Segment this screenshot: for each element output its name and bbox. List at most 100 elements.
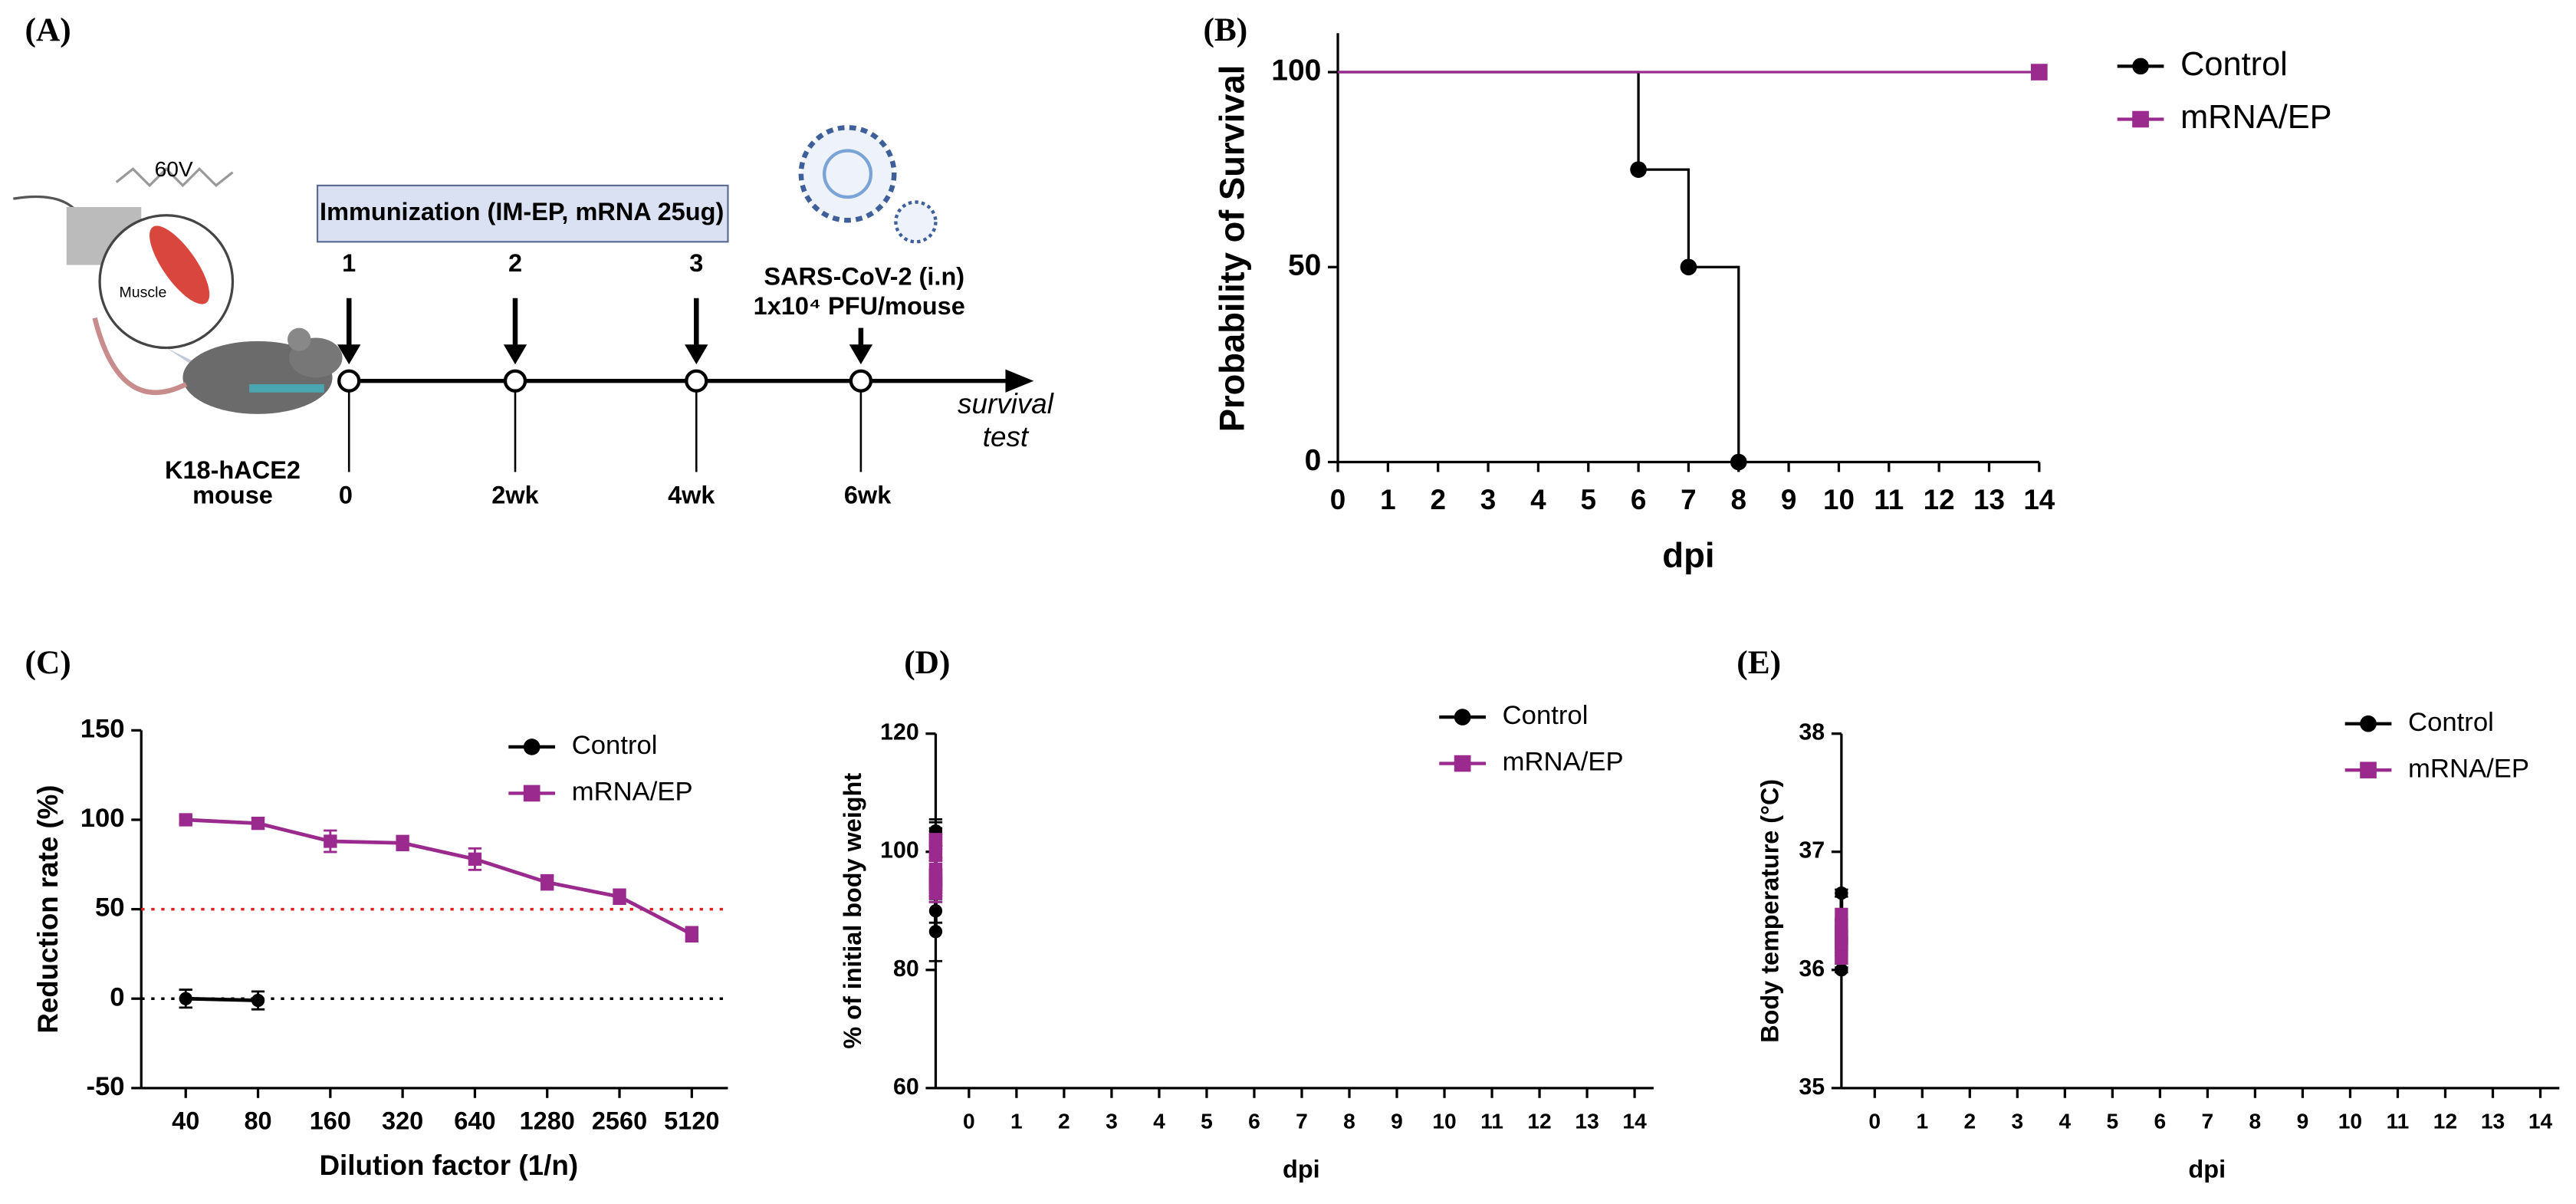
y-tick-label: 100 (1271, 54, 1321, 87)
marker (179, 992, 192, 1005)
x-tick-label: 7 (2202, 1110, 2214, 1133)
challenge-label: SARS-CoV-2 (i.n) (764, 262, 964, 290)
x-tick-label: 5120 (664, 1107, 719, 1135)
x-tick-label: 6 (2154, 1110, 2167, 1133)
x-tick-label: 640 (454, 1107, 495, 1135)
x-tick-label: 320 (382, 1107, 423, 1135)
x-tick-label: 2 (1430, 484, 1445, 515)
y-tick-label: 0 (1305, 444, 1322, 477)
legend-marker (2132, 110, 2149, 128)
x-tick-label: 5 (2107, 1110, 2119, 1133)
x-tick-label: 8 (2249, 1110, 2262, 1133)
x-tick-label: 40 (172, 1107, 199, 1135)
x-tick-label: 1 (1010, 1110, 1023, 1133)
x-tick-label: 11 (1480, 1110, 1503, 1133)
survival-line (1338, 71, 1740, 462)
timeline-arrow (1005, 369, 1034, 393)
legend-label: Control (1503, 701, 1589, 730)
marker (251, 993, 265, 1008)
marker (251, 817, 265, 831)
x-tick-label: 14 (1622, 1110, 1647, 1133)
x-tick-label: 13 (2481, 1110, 2505, 1133)
marker (324, 834, 337, 848)
x-tick-label: 10 (1823, 484, 1855, 515)
virus-rna (823, 149, 873, 199)
x-tick-label: 2 (1058, 1110, 1070, 1133)
x-tick-label: 0 (1330, 484, 1346, 515)
legend-label: mRNA/EP (1503, 748, 1624, 777)
series-line (186, 996, 258, 1002)
x-tick-label: 1 (1380, 484, 1395, 515)
dose-arrow-heads (337, 344, 873, 365)
x-tick-label: 1280 (520, 1107, 575, 1135)
marker (928, 887, 943, 900)
marker (1835, 918, 1848, 932)
series-line (186, 817, 693, 936)
mouse-label: mouse (192, 481, 273, 508)
x-tick-label: 9 (2297, 1110, 2309, 1133)
panel-label: (A) (25, 12, 71, 48)
y-tick-label: 60 (893, 1074, 919, 1100)
marker (685, 927, 698, 941)
x-tick-label: 2 (1963, 1110, 1976, 1133)
dose-number: 2 (508, 249, 522, 277)
legend-label: Control (2180, 46, 2288, 83)
y-tick-label: 35 (1799, 1074, 1825, 1100)
y-tick-label: -50 (86, 1072, 124, 1101)
x-tick-label: 7 (1681, 484, 1696, 515)
legend-label: Control (572, 731, 658, 760)
time-label: 2wk (491, 481, 539, 508)
marker (396, 836, 409, 850)
time-point (503, 369, 527, 393)
x-tick-label: 14 (2023, 484, 2055, 515)
pulse (115, 166, 234, 188)
y-tick-label: 50 (1288, 249, 1321, 282)
x-tick-label: 8 (1343, 1110, 1355, 1133)
marker (468, 852, 482, 866)
marker (179, 813, 192, 827)
panel-label: (B) (1203, 12, 1247, 48)
y-tick-label: 100 (880, 838, 919, 864)
syringe (249, 384, 324, 393)
x-tick-label: 3 (1480, 484, 1496, 515)
legend-marker (2132, 58, 2149, 75)
immunization-box (316, 184, 729, 243)
x-tick-label: 3 (1106, 1110, 1118, 1133)
challenge-dose: 1x10⁴ PFU/mouse (754, 292, 965, 320)
y-axis-label: Reduction rate (%) (32, 785, 64, 1034)
y-tick-label: 36 (1799, 956, 1825, 982)
muscle (150, 225, 210, 304)
legend-label: mRNA/EP (2180, 99, 2331, 136)
y-tick-label: 37 (1799, 838, 1825, 864)
marker (1835, 937, 1848, 951)
x-tick-label: 160 (310, 1107, 351, 1135)
x-tick-label: 6 (1631, 484, 1646, 515)
marker (928, 925, 943, 939)
x-tick-label: 12 (1527, 1110, 1551, 1133)
x-tick-label: 5 (1580, 484, 1595, 515)
panel-label: (D) (904, 644, 950, 681)
x-tick-label: 9 (1391, 1110, 1403, 1133)
x-tick-label: 2560 (592, 1107, 647, 1135)
immunization-label: Immunization (IM-EP, mRNA 25ug) (320, 198, 724, 225)
x-axis-label: dpi (2188, 1155, 2226, 1183)
y-tick-label: 100 (80, 804, 125, 833)
arrows (337, 298, 873, 472)
x-tick-label: 7 (1296, 1110, 1308, 1133)
legend-label: mRNA/EP (572, 778, 693, 807)
time-point (685, 369, 708, 393)
marker (928, 833, 943, 847)
x-tick-label: 5 (1201, 1110, 1213, 1133)
panel-label: (E) (1737, 644, 1781, 681)
x-tick-label: 9 (1781, 484, 1796, 515)
y-tick-label: 80 (893, 956, 919, 982)
x-axis-label: dpi (1662, 536, 1714, 575)
marker (2030, 64, 2048, 81)
marker (1730, 453, 1747, 471)
x-tick-label: 12 (2433, 1110, 2457, 1133)
marker (613, 890, 626, 903)
time-lines (347, 390, 863, 472)
legend-label: mRNA/EP (2408, 754, 2529, 783)
legend-marker (1454, 709, 1471, 725)
time-label: 6wk (844, 481, 892, 508)
